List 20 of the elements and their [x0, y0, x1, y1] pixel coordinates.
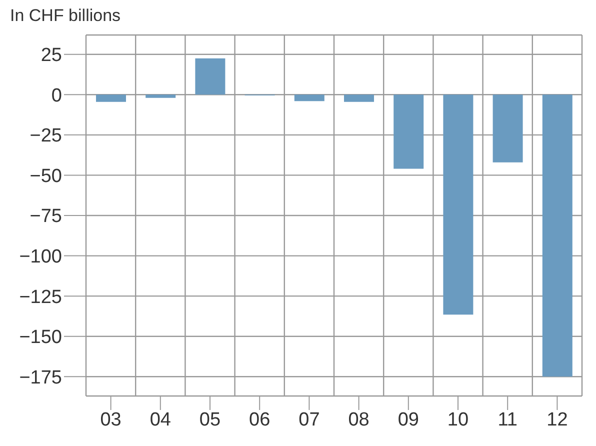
y-tick-label: −150: [19, 327, 62, 348]
y-tick-label: −100: [19, 246, 62, 268]
x-tick-label: 11: [498, 409, 518, 430]
x-tick-label: 10: [447, 409, 469, 430]
x-tick-label: 07: [298, 409, 320, 430]
x-tick-label: 08: [348, 409, 370, 430]
x-tick-label: 05: [199, 409, 221, 430]
y-tick-label: 0: [51, 85, 62, 106]
x-tick-label: 06: [249, 409, 270, 430]
y-tick-label: −175: [19, 367, 62, 388]
y-tick-label: −125: [19, 286, 62, 308]
y-tick-label: −50: [30, 166, 62, 187]
x-tick-label: 12: [546, 409, 568, 430]
x-tick-label: 04: [150, 409, 172, 430]
y-axis-title: In CHF billions: [10, 6, 121, 26]
y-tick-label: −75: [30, 206, 62, 228]
x-tick-label: 09: [398, 409, 419, 430]
x-tick-label: 03: [100, 409, 122, 430]
y-tick-label: 25: [40, 45, 62, 66]
y-tick-label: −25: [30, 126, 62, 147]
